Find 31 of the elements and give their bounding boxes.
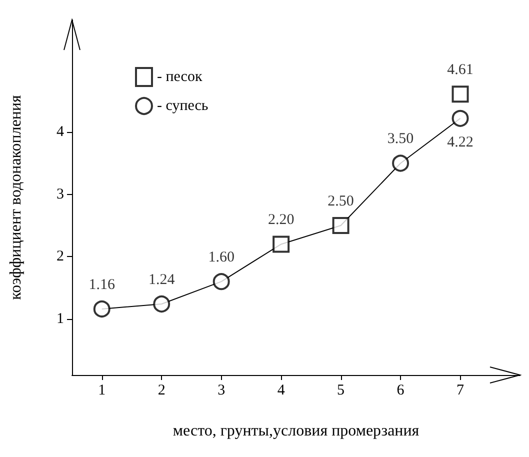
y-axis-title: коэффициент водонакопления: [8, 94, 24, 300]
x-tick-label: 6: [396, 382, 405, 398]
data-label: 3.50: [387, 131, 414, 148]
x-tick-label: 2: [158, 382, 166, 398]
data-label: 4.61: [447, 62, 474, 78]
y-tick-label: 3: [56, 186, 64, 202]
y-tick-label: 4: [56, 124, 64, 140]
x-tick-label: 1: [98, 382, 106, 398]
y-tick-label: 1: [56, 310, 64, 327]
data-label: 2.50: [328, 194, 354, 210]
data-label: 1.24: [148, 272, 176, 288]
point: [153, 296, 170, 312]
y-tick-label: 2: [56, 248, 64, 265]
x-tick-label: 7: [456, 382, 465, 398]
point: [452, 86, 469, 103]
data-label: 4.22: [447, 134, 474, 150]
point: [452, 110, 469, 127]
legend-label: - песок: [157, 69, 203, 85]
data-label: 1.60: [208, 250, 234, 266]
data-label: 1.16: [88, 276, 116, 293]
data-label: 2.20: [268, 212, 294, 228]
point: [392, 154, 410, 172]
x-tick-label: 4: [277, 382, 286, 398]
legend-label: - супесь: [157, 98, 208, 114]
x-tick-label: 5: [337, 382, 345, 398]
point: [212, 273, 230, 290]
x-axis-title: место, грунты,условия промерзания: [172, 422, 420, 440]
point: [93, 300, 110, 318]
point: [332, 217, 350, 234]
x-tick-label: 3: [218, 382, 226, 398]
point: [272, 236, 290, 253]
